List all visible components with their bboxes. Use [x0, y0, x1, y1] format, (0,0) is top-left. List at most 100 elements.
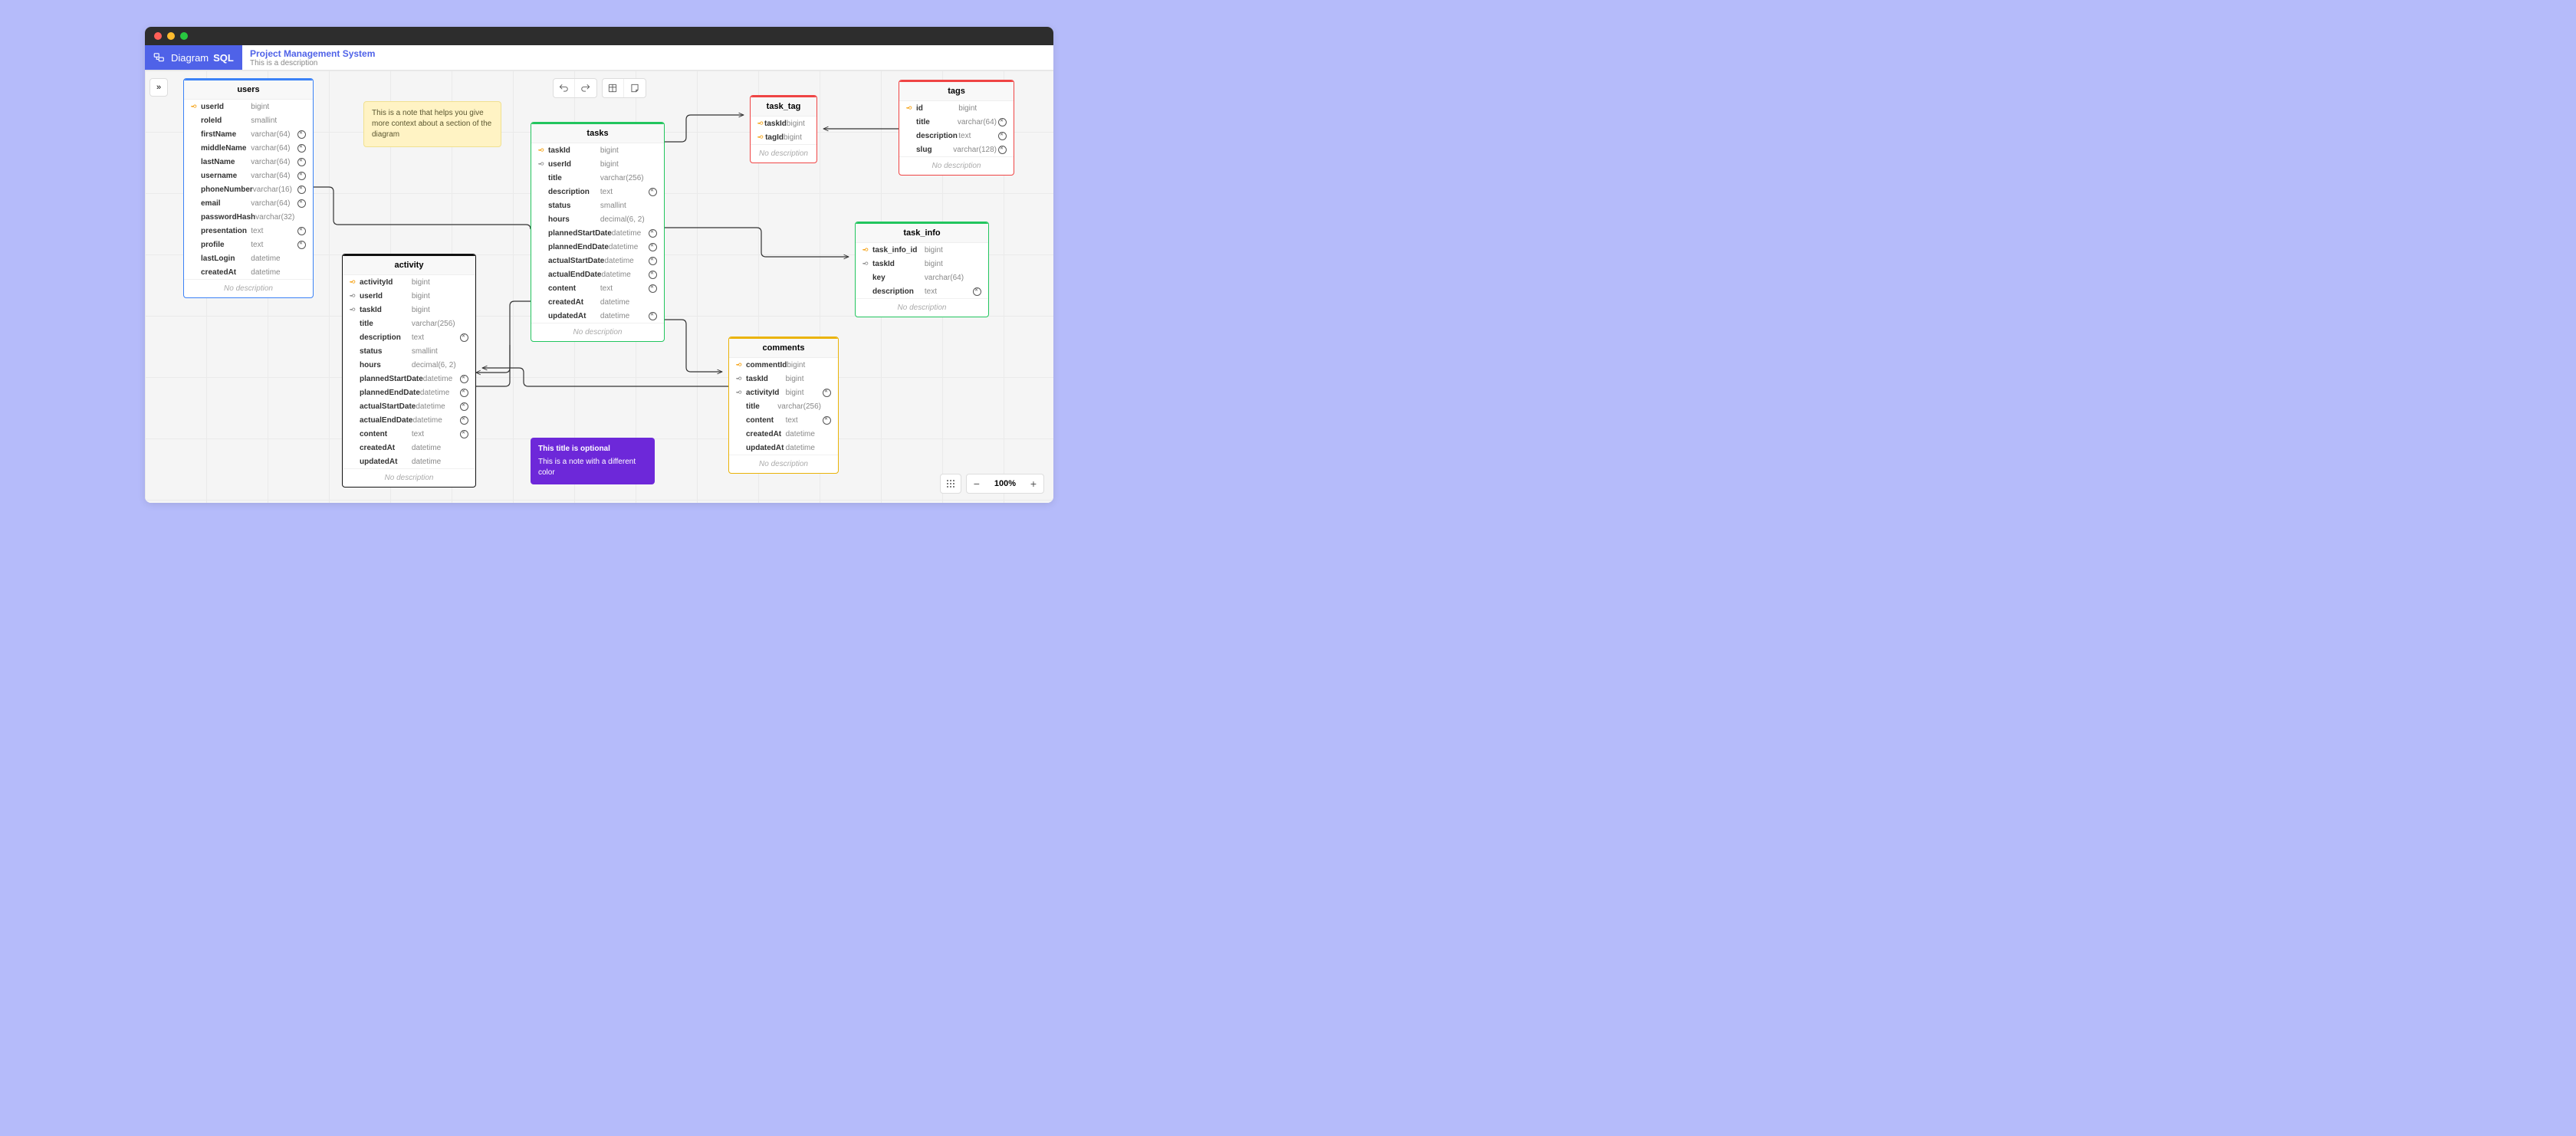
column-row[interactable]: actualEndDate datetime [531, 268, 664, 281]
primary-key-icon [190, 103, 201, 110]
column-row[interactable]: email varchar(64) [184, 196, 313, 210]
column-type: bigint [787, 120, 805, 128]
sticky-note[interactable]: This title is optionalThis is a note wit… [531, 438, 655, 484]
diagram-canvas[interactable]: » users userId bigint roleId smallint [145, 71, 1053, 503]
column-row[interactable]: lastName varchar(64) [184, 155, 313, 169]
column-row[interactable]: userId bigint [343, 289, 475, 303]
column-row[interactable]: status smallint [343, 344, 475, 358]
table-footer: No description [751, 144, 816, 163]
column-row[interactable]: lastLogin datetime [184, 251, 313, 265]
column-row[interactable]: title varchar(256) [531, 171, 664, 185]
column-row[interactable]: content text [531, 281, 664, 295]
column-type: datetime [786, 430, 821, 438]
zoom-out-button[interactable]: − [967, 474, 987, 493]
add-table-button[interactable] [603, 79, 624, 97]
column-row[interactable]: roleId smallint [184, 113, 313, 127]
column-row[interactable]: description text [531, 185, 664, 199]
column-row[interactable]: actualStartDate datetime [343, 399, 475, 413]
column-row[interactable]: updatedAt datetime [343, 455, 475, 468]
column-row[interactable]: hours decimal(6, 2) [343, 358, 475, 372]
project-meta[interactable]: Project Management System This is a desc… [242, 45, 383, 70]
column-row[interactable]: presentation text [184, 224, 313, 238]
column-row[interactable]: key varchar(64) [856, 271, 988, 284]
column-row[interactable]: content text [729, 413, 838, 427]
brand-suffix: SQL [213, 52, 234, 64]
column-row[interactable]: title varchar(256) [343, 317, 475, 330]
column-type: text [251, 241, 296, 249]
column-row[interactable]: taskId bigint [729, 372, 838, 386]
table-name: tasks [531, 123, 664, 143]
redo-button[interactable] [575, 79, 596, 97]
column-type: datetime [600, 312, 647, 320]
table-activity[interactable]: activity activityId bigint userId bigint… [342, 254, 476, 488]
table-footer: No description [856, 298, 988, 317]
column-row[interactable]: plannedStartDate datetime [531, 226, 664, 240]
column-row[interactable]: title varchar(256) [729, 399, 838, 413]
column-row[interactable]: passwordHash varchar(32) [184, 210, 313, 224]
column-name: content [360, 430, 412, 438]
column-row[interactable]: taskId bigint [531, 143, 664, 157]
table-comments[interactable]: comments commentId bigint taskId bigint … [728, 337, 839, 474]
table-task_tag[interactable]: task_tag taskId bigint tagId bigint No d… [750, 95, 817, 163]
grid-toggle-button[interactable] [941, 474, 961, 493]
column-row[interactable]: task_info_id bigint [856, 243, 988, 257]
table-tasks[interactable]: tasks taskId bigint userId bigint title … [531, 122, 665, 342]
maximize-dot[interactable] [180, 32, 188, 40]
column-row[interactable]: activityId bigint [729, 386, 838, 399]
table-task_info[interactable]: task_info task_info_id bigint taskId big… [855, 222, 989, 317]
nullable-badge [997, 118, 1007, 126]
table-footer: No description [184, 279, 313, 297]
column-row[interactable]: tagId bigint [751, 130, 816, 144]
column-row[interactable]: userId bigint [531, 157, 664, 171]
column-row[interactable]: hours decimal(6, 2) [531, 212, 664, 226]
column-row[interactable]: taskId bigint [343, 303, 475, 317]
sticky-note[interactable]: This is a note that helps you give more … [363, 101, 501, 147]
column-row[interactable]: profile text [184, 238, 313, 251]
brand-logo[interactable]: DiagramSQL [145, 45, 242, 70]
column-row[interactable]: middleName varchar(64) [184, 141, 313, 155]
column-row[interactable]: description text [856, 284, 988, 298]
nullable-badge [458, 402, 469, 411]
column-row[interactable]: description text [343, 330, 475, 344]
column-row[interactable]: userId bigint [184, 100, 313, 113]
column-row[interactable]: content text [343, 427, 475, 441]
column-row[interactable]: createdAt datetime [184, 265, 313, 279]
table-name: comments [729, 337, 838, 358]
column-row[interactable]: slug varchar(128) [899, 143, 1014, 156]
table-footer: No description [729, 455, 838, 473]
zoom-in-button[interactable]: + [1024, 474, 1043, 493]
column-row[interactable]: createdAt datetime [343, 441, 475, 455]
column-row[interactable]: username varchar(64) [184, 169, 313, 182]
column-row[interactable]: updatedAt datetime [531, 309, 664, 323]
column-row[interactable]: taskId bigint [856, 257, 988, 271]
column-row[interactable]: plannedEndDate datetime [343, 386, 475, 399]
add-note-button[interactable] [624, 79, 646, 97]
column-row[interactable]: taskId bigint [751, 117, 816, 130]
column-row[interactable]: actualEndDate datetime [343, 413, 475, 427]
column-row[interactable]: plannedEndDate datetime [531, 240, 664, 254]
column-row[interactable]: actualStartDate datetime [531, 254, 664, 268]
column-row[interactable]: updatedAt datetime [729, 441, 838, 455]
column-row[interactable]: title varchar(64) [899, 115, 1014, 129]
column-row[interactable]: plannedStartDate datetime [343, 372, 475, 386]
zoom-value: 100% [987, 479, 1024, 488]
column-name: description [872, 287, 925, 296]
column-row[interactable]: createdAt datetime [729, 427, 838, 441]
sidebar-toggle-button[interactable]: » [150, 78, 168, 97]
column-row[interactable]: firstName varchar(64) [184, 127, 313, 141]
column-row[interactable]: activityId bigint [343, 275, 475, 289]
column-name: id [916, 104, 958, 113]
undo-button[interactable] [554, 79, 575, 97]
column-row[interactable]: createdAt datetime [531, 295, 664, 309]
column-row[interactable]: description text [899, 129, 1014, 143]
close-dot[interactable] [154, 32, 162, 40]
column-row[interactable]: commentId bigint [729, 358, 838, 372]
minimize-dot[interactable] [167, 32, 175, 40]
column-row[interactable]: id bigint [899, 101, 1014, 115]
column-type: varchar(64) [251, 158, 296, 166]
column-row[interactable]: phoneNumber varchar(16) [184, 182, 313, 196]
column-name: createdAt [548, 298, 600, 307]
table-users[interactable]: users userId bigint roleId smallint firs… [183, 78, 314, 298]
table-tags[interactable]: tags id bigint title varchar(64) descrip… [899, 80, 1014, 176]
column-row[interactable]: status smallint [531, 199, 664, 212]
